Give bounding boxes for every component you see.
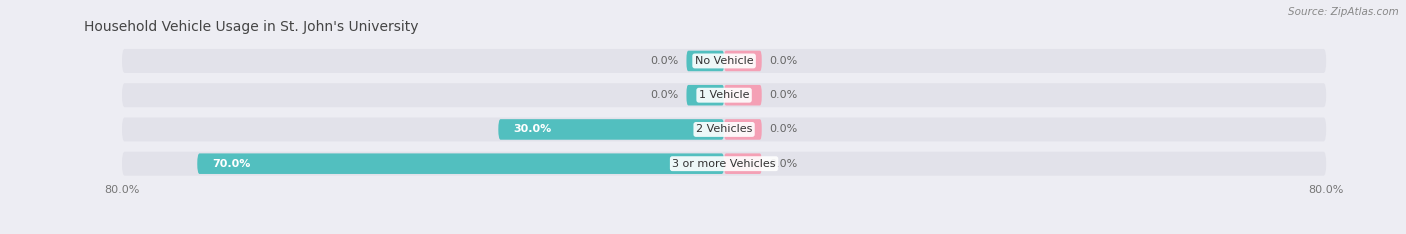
Text: 0.0%: 0.0%: [769, 159, 797, 169]
Text: 0.0%: 0.0%: [769, 124, 797, 135]
FancyBboxPatch shape: [498, 119, 724, 140]
FancyBboxPatch shape: [724, 119, 762, 140]
FancyBboxPatch shape: [724, 85, 762, 106]
Text: 70.0%: 70.0%: [212, 159, 250, 169]
FancyBboxPatch shape: [197, 154, 724, 174]
FancyBboxPatch shape: [724, 51, 762, 71]
FancyBboxPatch shape: [122, 49, 1326, 73]
FancyBboxPatch shape: [122, 152, 1326, 176]
Text: 1 Vehicle: 1 Vehicle: [699, 90, 749, 100]
Text: 30.0%: 30.0%: [513, 124, 551, 135]
Text: 0.0%: 0.0%: [769, 56, 797, 66]
FancyBboxPatch shape: [122, 117, 1326, 141]
FancyBboxPatch shape: [686, 85, 724, 106]
Text: 0.0%: 0.0%: [651, 56, 679, 66]
FancyBboxPatch shape: [122, 83, 1326, 107]
Text: No Vehicle: No Vehicle: [695, 56, 754, 66]
FancyBboxPatch shape: [724, 154, 762, 174]
Text: 3 or more Vehicles: 3 or more Vehicles: [672, 159, 776, 169]
FancyBboxPatch shape: [686, 51, 724, 71]
Text: 0.0%: 0.0%: [651, 90, 679, 100]
Text: 2 Vehicles: 2 Vehicles: [696, 124, 752, 135]
Text: 0.0%: 0.0%: [769, 90, 797, 100]
Text: Household Vehicle Usage in St. John's University: Household Vehicle Usage in St. John's Un…: [84, 20, 419, 34]
Text: Source: ZipAtlas.com: Source: ZipAtlas.com: [1288, 7, 1399, 17]
